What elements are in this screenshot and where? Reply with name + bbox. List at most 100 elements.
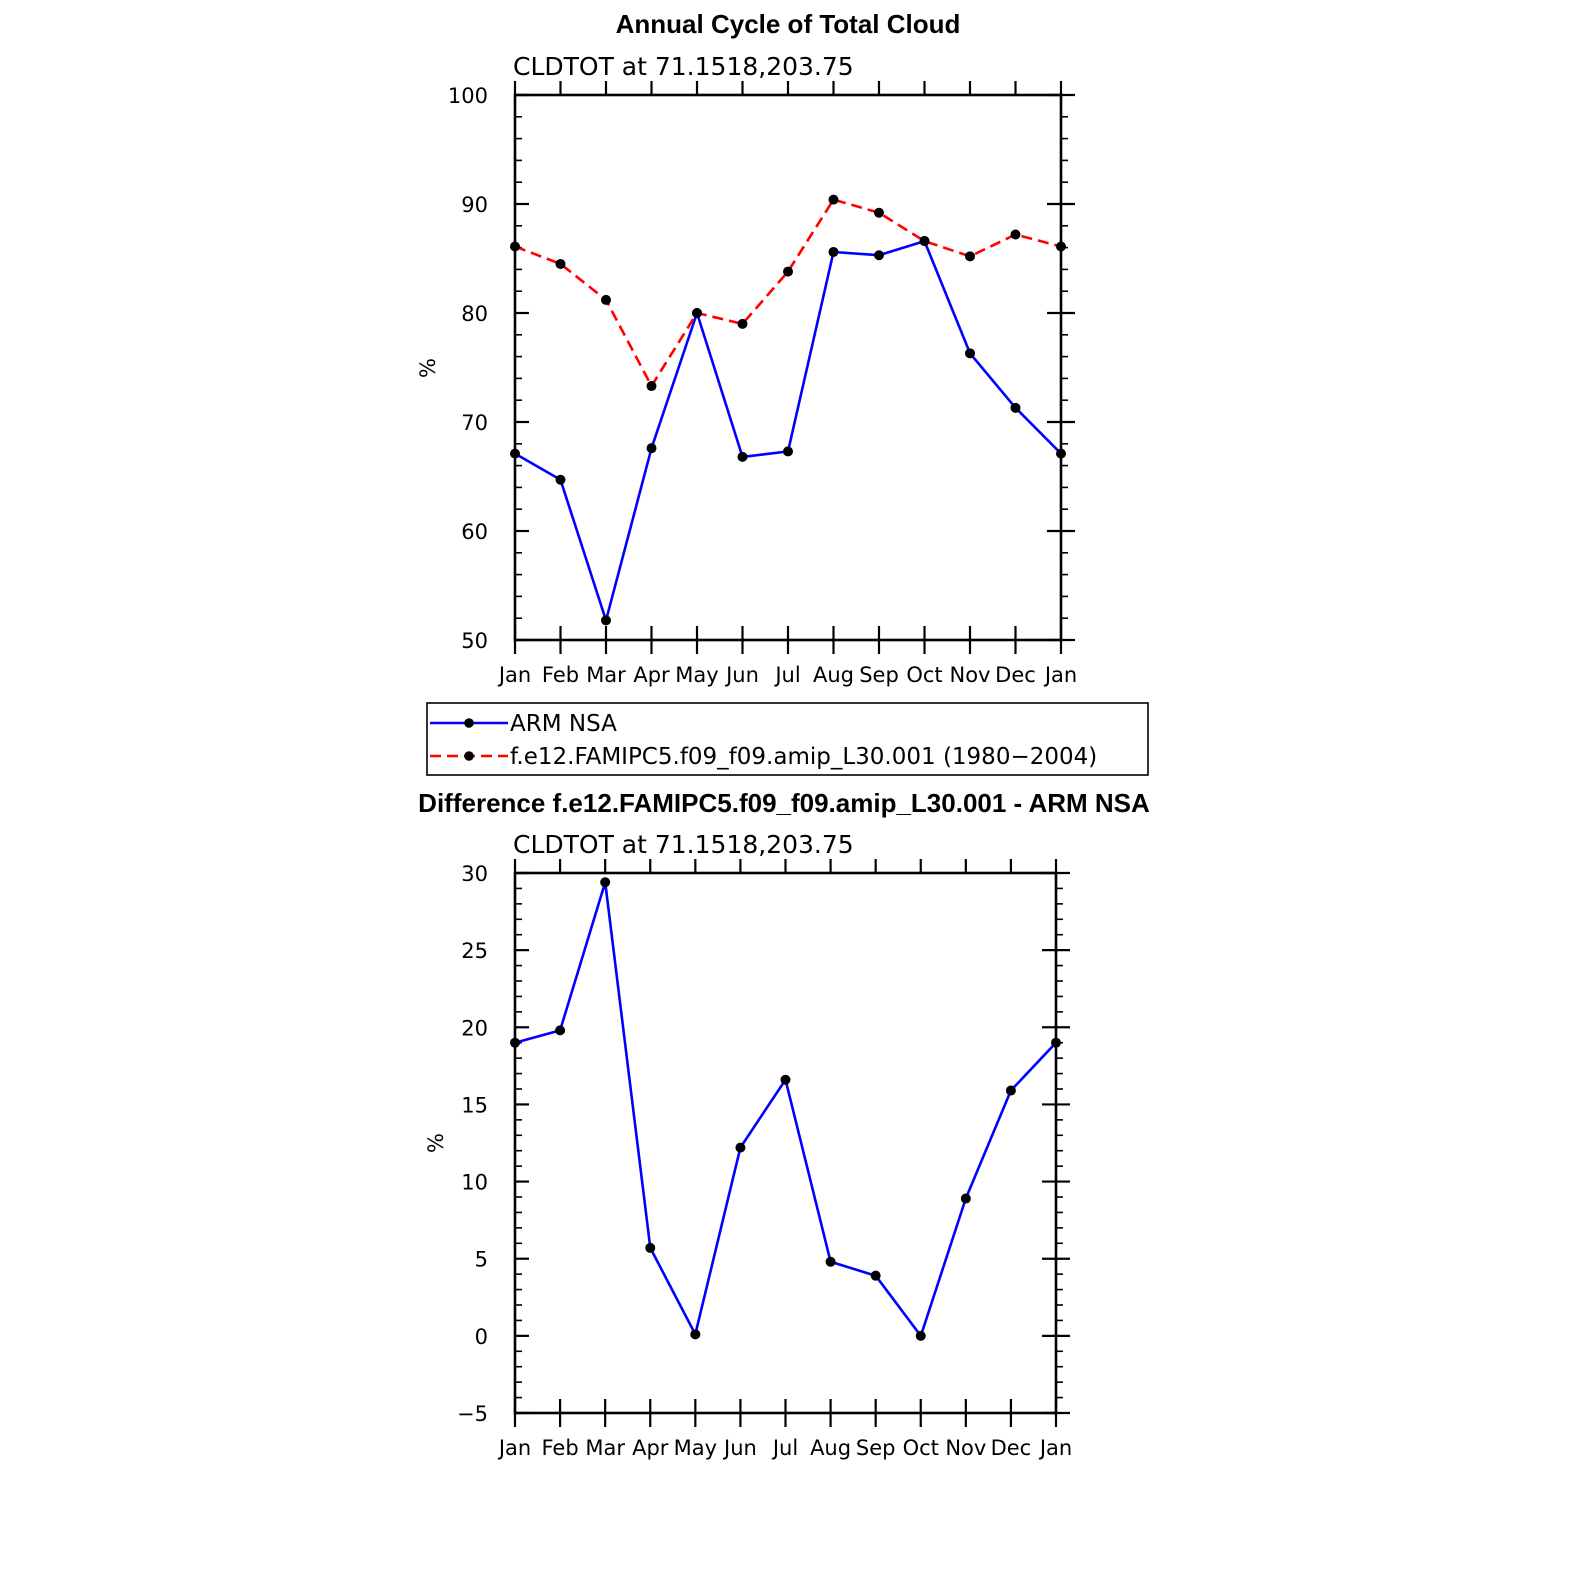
x-tick-label: Jun bbox=[722, 1436, 757, 1460]
x-tick-label: Sep bbox=[856, 1436, 896, 1460]
chart-title: Difference f.e12.FAMIPC5.f09_f09.amip_L3… bbox=[418, 788, 1150, 818]
data-point-0 bbox=[600, 877, 611, 888]
y-axis-label: % bbox=[416, 358, 440, 378]
series-line-0 bbox=[514, 239, 1062, 622]
data-point-0 bbox=[737, 451, 748, 462]
x-tick-label: Dec bbox=[995, 663, 1036, 687]
y-tick-label: 20 bbox=[461, 1016, 488, 1040]
data-point-0 bbox=[960, 1193, 971, 1204]
data-point-1 bbox=[555, 258, 566, 269]
plot-frame bbox=[513, 871, 1058, 1415]
data-point-1 bbox=[737, 318, 748, 329]
legend-box bbox=[426, 702, 1149, 776]
y-tick-label: 0 bbox=[475, 1325, 488, 1349]
data-point-0 bbox=[690, 1329, 701, 1340]
data-point-0 bbox=[1010, 402, 1021, 413]
data-point-1 bbox=[965, 251, 975, 262]
difference-chart: Difference f.e12.FAMIPC5.f09_f09.amip_L3… bbox=[418, 788, 1150, 1460]
data-point-0 bbox=[646, 443, 657, 454]
data-point-1 bbox=[828, 194, 839, 205]
y-tick-label: 90 bbox=[461, 193, 488, 217]
y-axis-label: % bbox=[424, 1133, 448, 1153]
data-point-1 bbox=[692, 308, 702, 318]
x-tick-label: Jan bbox=[497, 1436, 531, 1460]
x-tick-label: Jan bbox=[1038, 1436, 1072, 1460]
y-tick-label: 15 bbox=[461, 1093, 488, 1117]
data-point-1 bbox=[874, 207, 884, 218]
data-point-1 bbox=[510, 241, 520, 252]
data-point-1 bbox=[1010, 229, 1021, 240]
x-tick-label: Aug bbox=[813, 663, 854, 687]
data-point-0 bbox=[645, 1242, 656, 1253]
x-tick-label: Oct bbox=[906, 663, 942, 687]
data-point-0 bbox=[510, 448, 520, 459]
axes: −5 0 5 10 15 20 25 30 Jan Feb Mar Apr May Jun Jul Aug Se… bbox=[457, 859, 1072, 1460]
x-tick-label: Oct bbox=[903, 1436, 939, 1460]
series-group bbox=[510, 877, 1061, 1341]
data-point-0 bbox=[555, 474, 566, 485]
chart-subtitle: CLDTOT at 71.1518,203.75 bbox=[513, 830, 854, 859]
y-tick-label: 50 bbox=[461, 629, 488, 653]
data-point-1 bbox=[919, 236, 930, 247]
annual-cycle-chart: Annual Cycle of Total Cloud CLDTOT at 71… bbox=[416, 9, 1077, 687]
series-group bbox=[510, 194, 1066, 626]
x-tick-label: Mar bbox=[585, 1436, 625, 1460]
x-tick-label: Sep bbox=[859, 663, 899, 687]
data-point-0 bbox=[1051, 1037, 1061, 1048]
data-point-0 bbox=[555, 1025, 566, 1036]
x-tick-label: Jul bbox=[771, 1436, 798, 1460]
legend: ARM NSA f.e12.FAMIPC5.f09_f09.amip_L30.0… bbox=[426, 702, 1149, 776]
series-line-1 bbox=[514, 198, 1062, 388]
data-point-0 bbox=[965, 348, 975, 359]
legend-marker-model bbox=[464, 751, 474, 761]
x-tick-label: Jan bbox=[1043, 663, 1077, 687]
chart-subtitle: CLDTOT at 71.1518,203.75 bbox=[513, 52, 854, 81]
x-tick-label: Apr bbox=[633, 663, 670, 687]
data-point-0 bbox=[783, 446, 793, 457]
data-point-0 bbox=[1056, 448, 1066, 459]
y-tick-label: 100 bbox=[448, 84, 488, 108]
legend-marker-arm-nsa bbox=[464, 718, 474, 728]
y-tick-label: 30 bbox=[461, 862, 488, 886]
data-point-0 bbox=[510, 1037, 520, 1048]
x-tick-label: Feb bbox=[542, 663, 579, 687]
x-tick-label: Mar bbox=[586, 663, 626, 687]
data-point-0 bbox=[870, 1270, 881, 1281]
x-tick-label: Nov bbox=[950, 663, 991, 687]
series-line-0 bbox=[514, 880, 1057, 1338]
y-tick-label: 80 bbox=[461, 302, 488, 326]
data-point-1 bbox=[783, 266, 793, 277]
data-point-0 bbox=[915, 1330, 926, 1341]
y-tick-label: −5 bbox=[457, 1402, 488, 1426]
x-tick-label: Dec bbox=[991, 1436, 1032, 1460]
chart-title: Annual Cycle of Total Cloud bbox=[616, 9, 961, 39]
x-tick-label: Nov bbox=[945, 1436, 986, 1460]
data-point-0 bbox=[780, 1074, 791, 1085]
y-tick-label: 25 bbox=[461, 939, 488, 963]
data-point-0 bbox=[735, 1142, 746, 1153]
x-tick-label: May bbox=[675, 663, 718, 687]
data-point-1 bbox=[601, 294, 611, 305]
y-tick-label: 10 bbox=[461, 1171, 488, 1195]
data-point-1 bbox=[646, 381, 657, 392]
x-tick-label: May bbox=[674, 1436, 717, 1460]
x-tick-label: Feb bbox=[541, 1436, 578, 1460]
x-tick-label: Aug bbox=[810, 1436, 851, 1460]
data-point-1 bbox=[1056, 241, 1066, 252]
y-tick-label: 60 bbox=[461, 520, 488, 544]
y-tick-label: 5 bbox=[475, 1248, 488, 1272]
data-point-0 bbox=[601, 615, 611, 626]
legend-label-arm-nsa: ARM NSA bbox=[510, 711, 617, 737]
x-tick-label: Apr bbox=[632, 1436, 669, 1460]
axes: 50 60 70 80 90 100 Jan Feb Mar Apr May Jun Jul Aug Sep… bbox=[448, 81, 1077, 687]
data-point-0 bbox=[874, 250, 884, 261]
x-tick-label: Jan bbox=[497, 663, 531, 687]
data-point-0 bbox=[1005, 1085, 1016, 1096]
y-tick-label: 70 bbox=[461, 411, 488, 435]
x-tick-label: Jul bbox=[773, 663, 800, 687]
plot-frame bbox=[513, 93, 1063, 642]
legend-label-model: f.e12.FAMIPC5.f09_f09.amip_L30.001 (1980… bbox=[510, 744, 1097, 770]
x-tick-label: Jun bbox=[724, 663, 759, 687]
data-point-0 bbox=[828, 246, 839, 257]
